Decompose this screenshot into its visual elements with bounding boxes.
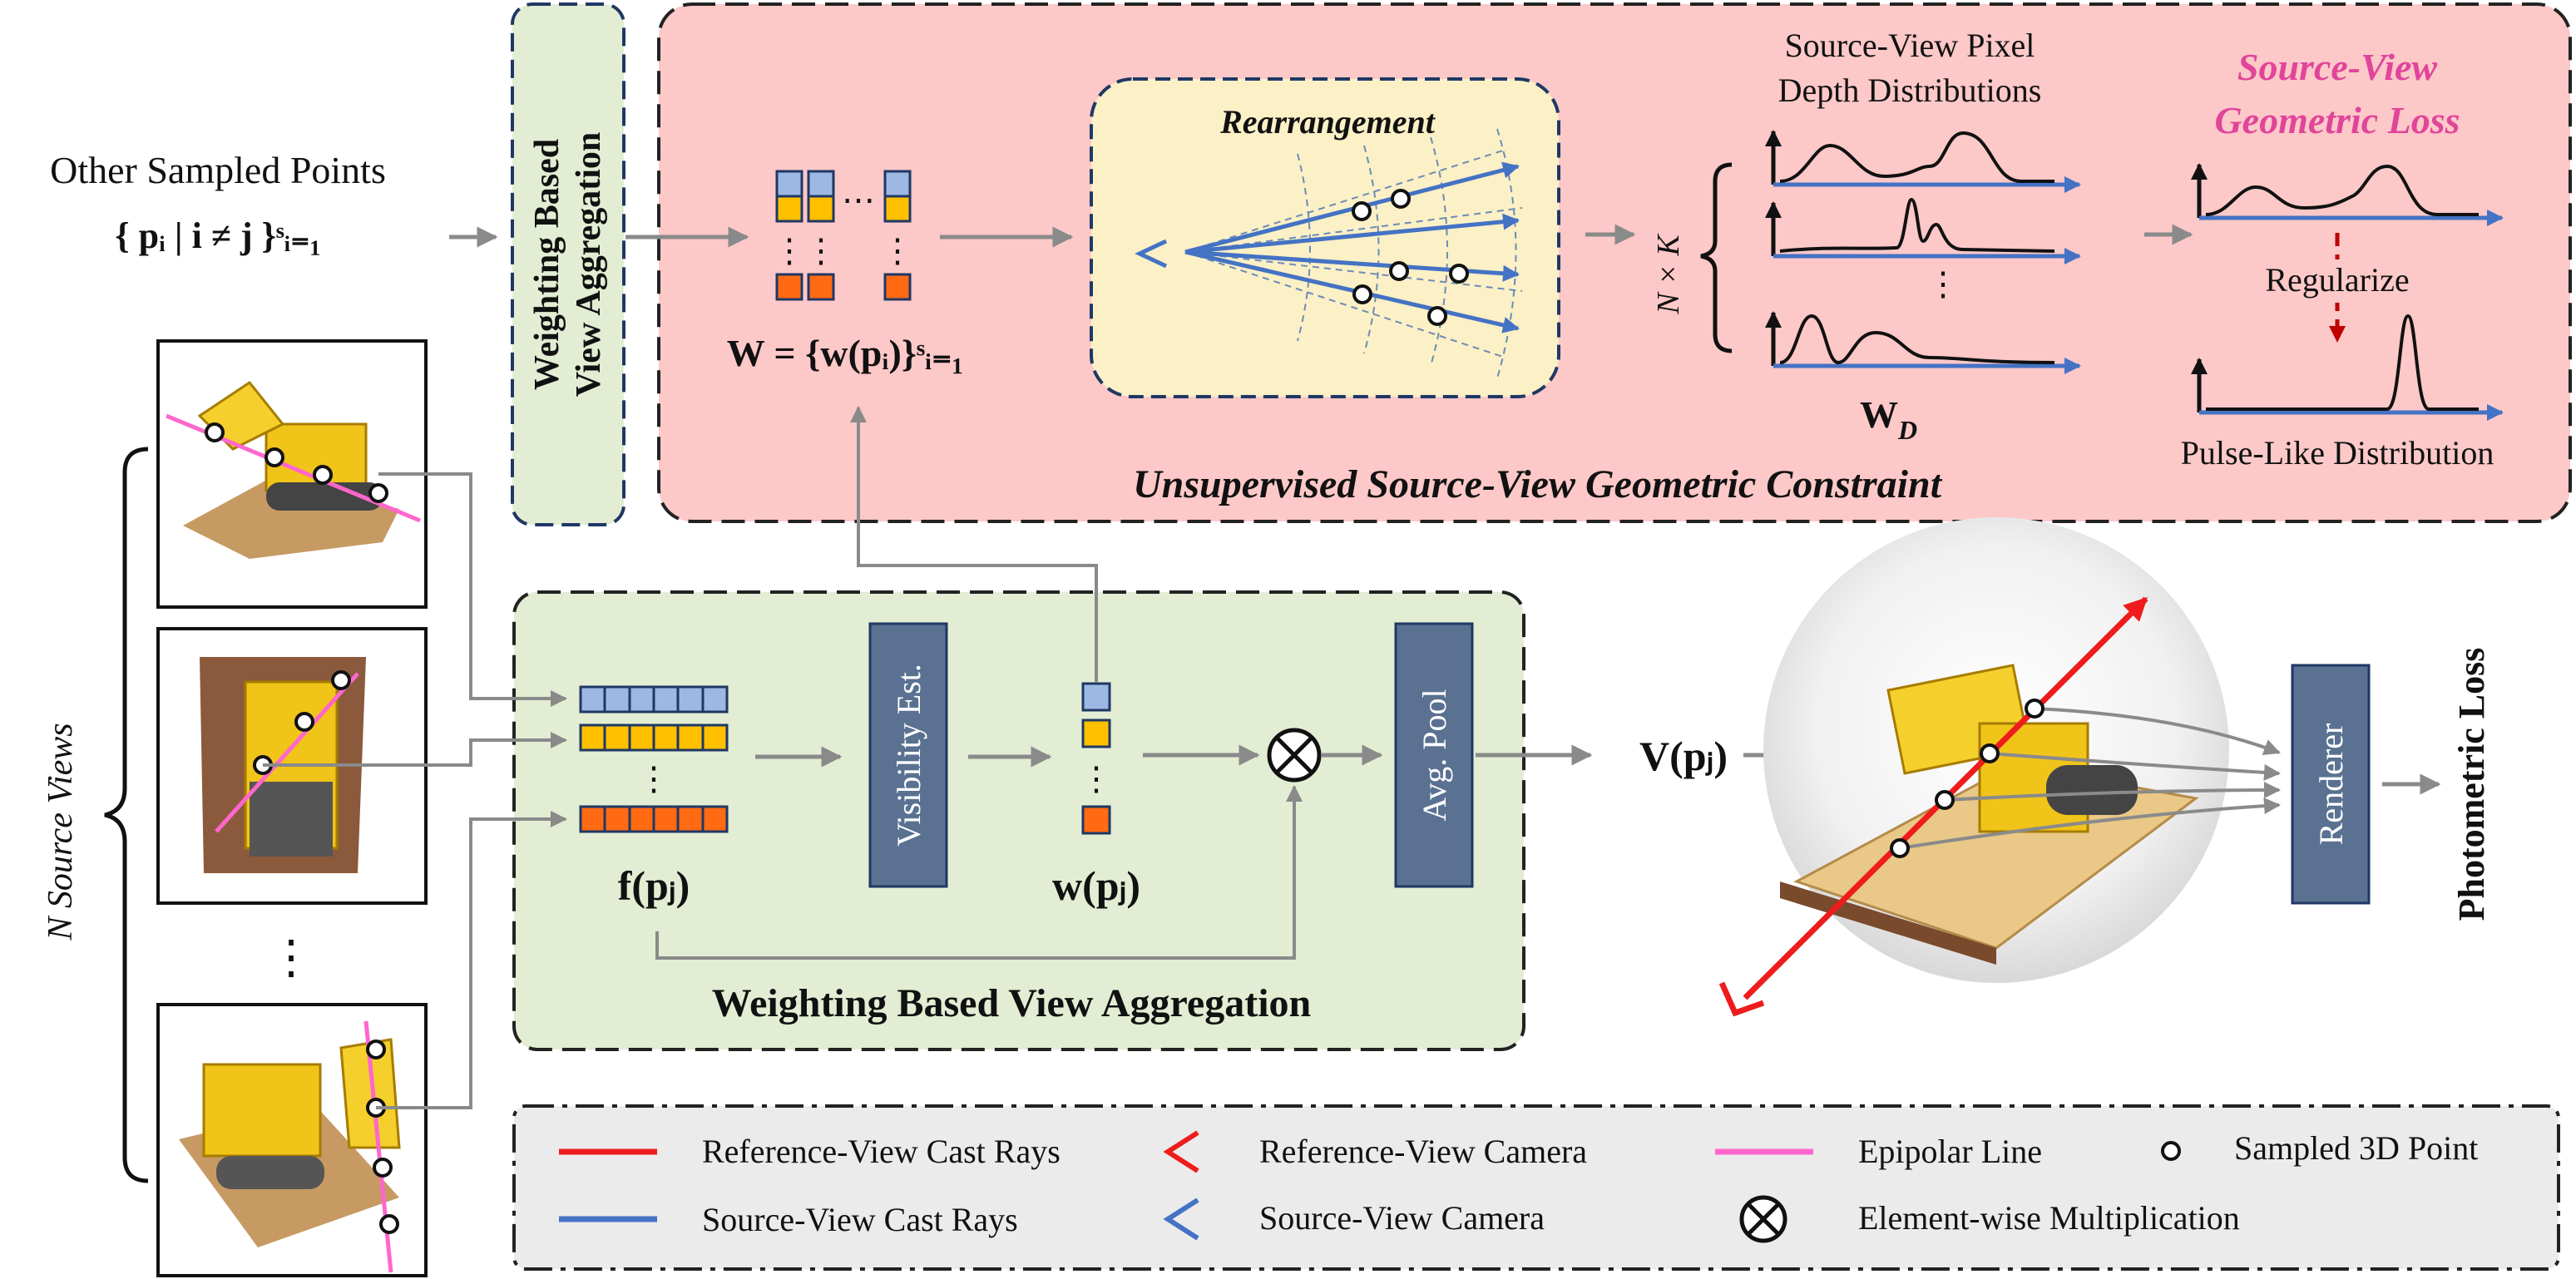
aggregation-panel — [512, 590, 1525, 1051]
weight-vdots: ⋮ — [1080, 760, 1113, 798]
n-source-views-label: N Source Views — [42, 723, 80, 941]
aggregation-title: Weighting Based View Aggregation — [712, 981, 1312, 1025]
visibility-block — [868, 622, 948, 888]
wd-label: WD — [1860, 393, 1917, 445]
depth-dist-title-1: Source-View Pixel — [1785, 27, 2035, 64]
svg-text:N × K: N × K — [1651, 234, 1686, 315]
scene-rays — [1899, 707, 2281, 850]
constraint-title: Unsupervised Source-View Geometric Const… — [1133, 462, 1943, 506]
rearranged-points — [1352, 189, 1469, 326]
feature-vdots: ⋮ — [637, 760, 670, 798]
weights-vdots-3: ⋮ — [881, 232, 914, 269]
arrow-weight-to-top — [850, 406, 1098, 682]
source-camera-icon — [1135, 239, 1168, 269]
weights-vdots-2: ⋮ — [804, 232, 838, 269]
legend-src-rays: Source-View Cast Rays — [702, 1201, 1018, 1238]
weight-cells — [1081, 682, 1111, 835]
arrow-feature-to-multiply — [655, 785, 1303, 960]
weights-label: W = {w(pᵢ)}ˢᵢ₌₁ — [727, 332, 963, 374]
top-aggregation-block — [511, 2, 625, 526]
epipolar-points — [205, 422, 399, 1234]
legend-point-icon — [2161, 1141, 2181, 1161]
nk-label: N × K — [1651, 234, 1686, 315]
legend-multiply-icon — [1739, 1195, 1787, 1243]
renderer-block — [2291, 664, 2371, 905]
source-views-brace — [104, 447, 149, 1183]
output-label: V(pⱼ) — [1639, 733, 1728, 779]
other-points-set: { pᵢ | i ≠ j }ˢᵢ₌₁ — [115, 215, 320, 256]
source-vdots: ⋮ — [268, 932, 314, 984]
legend-src-camera-icon — [1163, 1198, 1199, 1241]
renderer-label: Renderer — [2312, 723, 2350, 846]
legend-sampled: Sampled 3D Point — [2234, 1129, 2478, 1167]
legend-ref-camera-icon — [1163, 1130, 1199, 1173]
svg-text:View Aggregation: View Aggregation — [570, 132, 608, 397]
regularize-label: Regularize — [2265, 261, 2409, 299]
dist-vdots: ⋮ — [1926, 265, 1960, 303]
visibility-label: Visibility Est. — [890, 664, 927, 847]
top-aggregation-label: Weighting Based View Aggregation — [528, 132, 608, 397]
legend-ref-rays: Reference-View Cast Rays — [702, 1133, 1061, 1170]
depth-dist-title-2: Depth Distributions — [1778, 72, 2042, 109]
feature-bars — [579, 685, 729, 833]
legend-panel — [512, 1104, 2560, 1271]
avg-pool-block — [1394, 622, 1474, 888]
dist-3 — [1765, 311, 2081, 374]
dist-1 — [1765, 130, 2081, 193]
photometric-loss-label: Photometric Loss — [2451, 648, 2492, 921]
legend-epipolar: Epipolar Line — [1858, 1133, 2042, 1170]
other-points-label: Other Sampled Points — [50, 149, 386, 191]
weights-vdots-1: ⋮ — [773, 232, 806, 269]
loss-title-1: Source-View — [2237, 46, 2438, 88]
image-to-feature-connectors — [263, 472, 567, 1109]
scene-points — [1890, 699, 2044, 858]
weights-hdots: ⋯ — [842, 181, 875, 219]
dist-2 — [1765, 197, 2081, 264]
loss-dist-after — [2191, 314, 2504, 421]
loss-title-2: Geometric Loss — [2214, 99, 2460, 141]
legend-elementwise: Element-wise Multiplication — [1858, 1199, 2240, 1237]
weights-cells — [775, 170, 912, 301]
rearrangement-title: Rearrangement — [1219, 103, 1436, 141]
legend-ref-camera: Reference-View Camera — [1259, 1133, 1587, 1170]
loss-dist-before — [2191, 163, 2504, 226]
nk-brace — [1700, 162, 1733, 353]
svg-text:Weighting Based: Weighting Based — [528, 139, 566, 390]
reference-camera-icon — [1718, 981, 1765, 1017]
dashed-depth-arcs — [1184, 128, 1523, 379]
avg-pool-label: Avg. Pool — [1416, 689, 1453, 821]
source-view-3 — [156, 1003, 428, 1277]
pulse-label: Pulse-Like Distribution — [2181, 434, 2494, 472]
weight-label: w(pⱼ) — [1052, 862, 1140, 909]
svg-text:N Source Views: N Source Views — [42, 723, 80, 941]
legend-src-camera: Source-View Camera — [1259, 1199, 1545, 1237]
feature-label: f(pⱼ) — [618, 862, 690, 909]
multiply-icon — [1267, 728, 1322, 783]
